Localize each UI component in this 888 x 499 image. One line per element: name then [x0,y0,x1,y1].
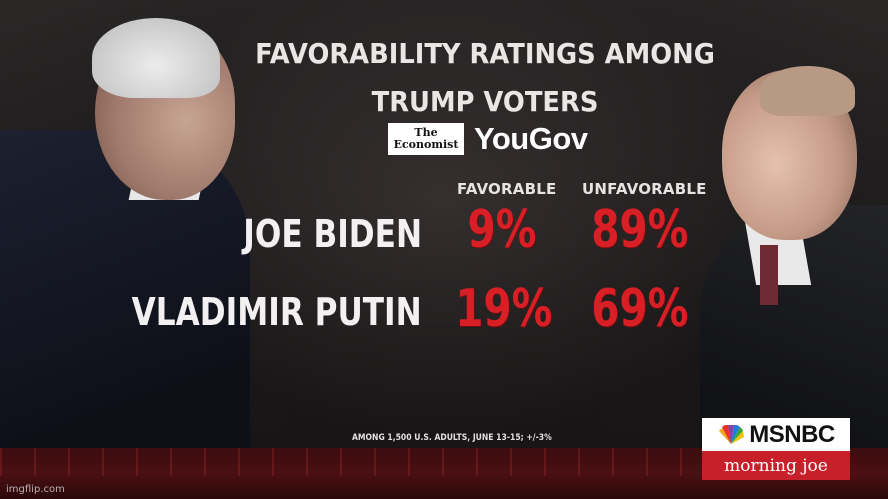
biden-favorable-value: 9% [467,200,537,260]
row-label-biden: JOE BIDEN [243,212,422,256]
network-name: MSNBC [749,420,835,448]
yougov-logo: YouGov [474,121,588,156]
column-header-favorable: FAVORABLE [457,180,557,198]
column-header-unfavorable: UNFAVORABLE [582,180,707,198]
left-figure-hair [92,18,220,98]
putin-favorable-value: 19% [455,279,553,339]
chart-title: FAVORABILITY RATINGS AMONG TRUMP VOTERS [250,30,719,126]
title-line-1: FAVORABILITY RATINGS AMONG [255,37,715,70]
right-figure-tie [760,245,778,305]
msnbc-logo: MSNBC [702,418,850,451]
row-label-putin: VLADIMIR PUTIN [131,290,422,334]
footnote: AMONG 1,500 U.S. ADULTS, JUNE 13-15; +/-… [352,433,552,443]
putin-unfavorable-value: 69% [591,279,689,339]
economist-logo: The Economist [388,123,464,155]
network-logo-box: MSNBC morning joe [702,418,850,480]
left-figure-suit [0,130,250,499]
source-logos: The Economist YouGov [388,121,588,156]
biden-unfavorable-value: 89% [591,200,689,260]
right-figure-hair [760,66,855,116]
show-name: morning joe [702,451,850,480]
lower-third-stripes [0,448,700,476]
peacock-icon [719,424,745,444]
economist-logo-line-1: The [414,126,438,139]
watermark: imgflip.com [6,484,65,495]
title-line-2: TRUMP VOTERS [371,85,599,118]
economist-logo-line-2: Economist [393,138,459,151]
